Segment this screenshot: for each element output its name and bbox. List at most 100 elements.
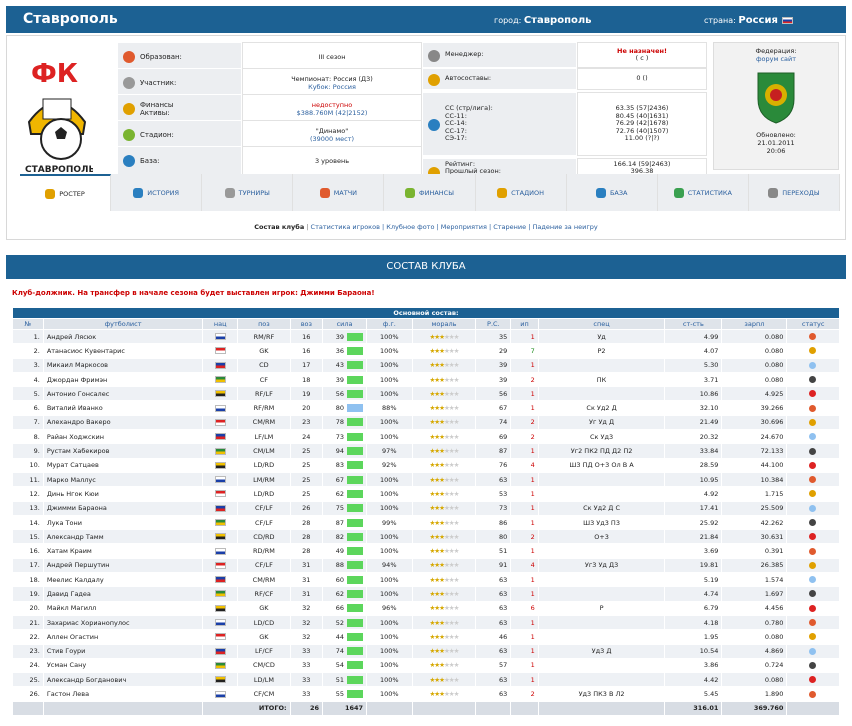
- nation-flag-icon: [214, 447, 226, 455]
- morale-cell: ★★★★★★: [411, 414, 477, 431]
- country-link[interactable]: Россия: [738, 15, 778, 26]
- cell: 4.18: [664, 614, 723, 631]
- nation-flag-icon: [214, 676, 226, 684]
- cell[interactable]: Аллен Огастин: [42, 629, 204, 645]
- cell: 99%: [366, 514, 413, 531]
- fitness-bar: [347, 447, 364, 456]
- col-header-4[interactable]: воз: [289, 318, 324, 330]
- cell: 32: [289, 600, 324, 616]
- cell[interactable]: Андрей Лясюк: [42, 328, 204, 345]
- fitness-bar: [347, 432, 364, 441]
- tab-7[interactable]: статистика: [658, 174, 749, 211]
- cell: 44.100: [721, 457, 788, 473]
- cell[interactable]: Лука Тони: [42, 514, 204, 531]
- total-row: ИТОГО: 26 1647 316.01 369.760: [12, 700, 840, 717]
- col-header-0[interactable]: №: [12, 318, 44, 330]
- status-icon: [809, 418, 817, 426]
- status-cell: [786, 371, 840, 388]
- morale-stars-icon: ★★★★★★: [429, 332, 459, 341]
- cell: 1: [510, 614, 539, 631]
- status-icon: [809, 476, 817, 484]
- tab-1[interactable]: история: [111, 174, 203, 211]
- nation-cell: [202, 343, 239, 359]
- sublink-active[interactable]: Состав клуба: [254, 223, 305, 231]
- sublinks[interactable]: Статистика игроков | Клубное фото | Меро…: [310, 223, 598, 231]
- cell[interactable]: Алехандро Вакеро: [42, 414, 204, 431]
- tab-8[interactable]: переходы: [749, 174, 840, 211]
- col-header-7[interactable]: мораль: [411, 318, 477, 330]
- cell: CF/LF: [237, 500, 291, 516]
- col-header-1[interactable]: футболист: [42, 318, 204, 330]
- col-header-3[interactable]: поз: [237, 318, 291, 330]
- cell: CM/CD: [237, 657, 291, 674]
- tab-2[interactable]: турниры: [202, 174, 294, 211]
- cell[interactable]: Хатам Краим: [42, 543, 204, 559]
- col-header-12[interactable]: зарпл: [721, 318, 788, 330]
- tab-0[interactable]: ростер: [20, 174, 112, 211]
- cell: 32: [289, 629, 324, 645]
- info-icon-4: [123, 155, 135, 167]
- cell: 100%: [366, 500, 413, 516]
- cell: 1: [510, 500, 539, 516]
- cell: 3.86: [664, 657, 723, 674]
- col-header-8[interactable]: Р.С.: [475, 318, 512, 330]
- cell[interactable]: Динь Нгок Кюи: [42, 486, 204, 502]
- cell: CF/LF: [237, 557, 291, 574]
- cell: 1: [510, 400, 539, 416]
- russia-flag-icon: [781, 17, 793, 24]
- info-icon-0: [123, 51, 135, 63]
- col-header-5[interactable]: сила: [322, 318, 368, 330]
- cell[interactable]: Захариас Хорианопулос: [42, 614, 204, 631]
- total-cell: [12, 700, 44, 717]
- cell[interactable]: Гастон Лева: [42, 686, 204, 702]
- cell[interactable]: Мурат Сатцаев: [42, 457, 204, 473]
- col-header-9[interactable]: ип: [510, 318, 539, 330]
- tab-5[interactable]: стадион: [476, 174, 567, 211]
- cell: 100%: [366, 386, 413, 402]
- tab-icon-4: [405, 187, 415, 198]
- cell[interactable]: Марко Маллус: [42, 471, 204, 488]
- col-header-6[interactable]: ф.г.: [366, 318, 413, 330]
- cell[interactable]: Давид Гадеа: [42, 586, 204, 602]
- nation-cell: [202, 386, 239, 402]
- morale-stars-icon: ★★★★★★: [429, 489, 459, 498]
- cell: Ск Уд2 Д: [537, 400, 666, 416]
- cell[interactable]: Меелис Калдалу: [42, 572, 204, 588]
- cell[interactable]: Андрей Першутин: [42, 557, 204, 574]
- total-cell: [42, 700, 204, 717]
- tab-6[interactable]: база: [567, 174, 658, 211]
- cell[interactable]: Стив Гоури: [42, 643, 204, 659]
- city-link[interactable]: Ставрополь: [523, 15, 592, 26]
- cell: 7: [510, 343, 539, 359]
- cell: 39: [475, 371, 512, 388]
- tab-3[interactable]: матчи: [293, 174, 385, 211]
- status-icon: [809, 633, 817, 641]
- cell: 16: [289, 328, 324, 345]
- cell[interactable]: Виталий Иванко: [42, 400, 204, 416]
- strength-cell: 52: [322, 614, 368, 631]
- cell: 10.384: [721, 471, 788, 488]
- cell[interactable]: Микаил Маркосов: [42, 357, 204, 373]
- cell[interactable]: Александр Тамм: [42, 529, 204, 545]
- cell[interactable]: Атанасиос Кувентарис: [42, 343, 204, 359]
- cell[interactable]: Райан Ходжскин: [42, 429, 204, 445]
- col-header-10[interactable]: спец: [537, 318, 666, 330]
- cell[interactable]: Джимми Бараона: [42, 500, 204, 516]
- cell[interactable]: Джордан Фримэн: [42, 371, 204, 388]
- cell: 74: [475, 414, 512, 431]
- tab-4[interactable]: финансы: [384, 174, 476, 211]
- col-header-13[interactable]: статус: [786, 318, 840, 330]
- col-header-2[interactable]: нац: [202, 318, 239, 330]
- status-cell: [786, 357, 840, 373]
- cell: 7.: [12, 414, 44, 431]
- cell[interactable]: Рустам Хабекиров: [42, 443, 204, 459]
- col-header-11[interactable]: ст-сть: [664, 318, 723, 330]
- cell[interactable]: Майкл Магилл: [42, 600, 204, 616]
- fitness-bar: [347, 661, 364, 670]
- federation-links[interactable]: форум сайт: [755, 55, 797, 63]
- nation-cell: [202, 600, 239, 616]
- cell[interactable]: Антонио Гонсалес: [42, 386, 204, 402]
- cell[interactable]: Усман Сану: [42, 657, 204, 674]
- nation-cell: [202, 629, 239, 645]
- cell[interactable]: Александр Богданович: [42, 672, 204, 688]
